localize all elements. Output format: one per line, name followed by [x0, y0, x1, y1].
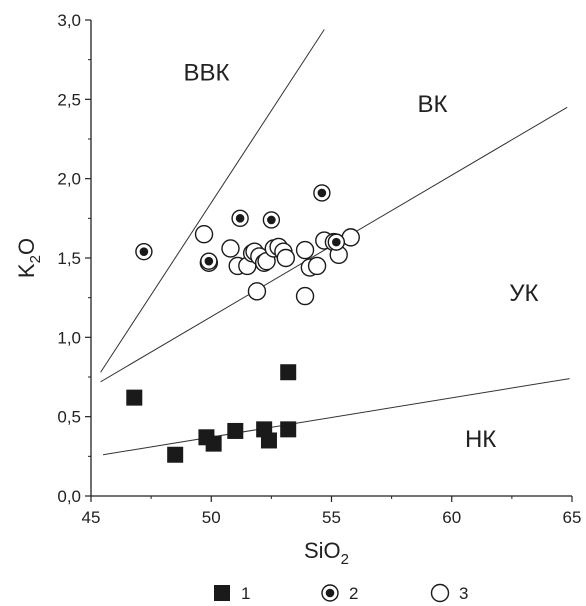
legend-label: 1 [241, 584, 250, 603]
data-point-series-1 [260, 432, 277, 449]
data-point-series-2 [135, 242, 153, 261]
x-tick-label: 65 [563, 508, 582, 527]
data-point-series-1 [280, 421, 297, 438]
data-point-series-3 [307, 256, 327, 276]
y-tick-label: 2,0 [57, 170, 81, 189]
data-point-series-1 [126, 389, 143, 406]
data-point-series-3 [247, 282, 267, 301]
square-marker [260, 432, 277, 449]
data-point-series-2 [200, 252, 218, 270]
square-marker [205, 435, 222, 452]
circle-dot [325, 588, 335, 598]
circle-marker [307, 256, 327, 276]
legend-label: 3 [459, 584, 468, 603]
ticks: 0,0 0,5 1,0 1,5 2,0 2,5 3,0 45 50 55 60 65 [57, 11, 581, 527]
x-tick-label: 55 [322, 508, 341, 527]
circle-marker [295, 240, 315, 260]
data-point-series-3 [194, 224, 214, 244]
data-point-series-2 [313, 184, 331, 202]
boundary-line [102, 378, 570, 456]
data-point-series-1 [167, 446, 184, 463]
data-point-series-3 [295, 240, 315, 260]
data-point-series-3 [221, 239, 240, 258]
y-tick-label: 3,0 [57, 11, 81, 30]
x-tick-label: 60 [442, 508, 461, 527]
circle-marker [430, 583, 450, 603]
data-point-series-1 [280, 364, 297, 381]
region-label: ВВК [183, 59, 229, 86]
circle-marker [247, 282, 267, 301]
region-label: НК [465, 426, 496, 453]
region-label: УК [509, 280, 538, 307]
circle-marker [276, 248, 296, 268]
data-point-series-3 [295, 286, 315, 306]
circle-dot [317, 188, 327, 198]
data-points [126, 184, 360, 463]
legend-label: 2 [349, 584, 358, 603]
x-tick-label: 50 [202, 508, 221, 527]
circle-dot [204, 256, 214, 266]
legend-marker-3 [430, 583, 450, 603]
x-axis-title: SiO2 [304, 538, 349, 568]
circle-marker [221, 239, 240, 258]
region-labels: ВВК ВК УК НК [183, 59, 538, 453]
circle-dot [139, 247, 149, 256]
circle-marker [295, 286, 315, 306]
y-tick-label: 0,5 [57, 408, 81, 427]
y-tick-label: 0,0 [57, 487, 81, 506]
y-tick-label: 2,5 [57, 90, 81, 109]
data-point-series-2 [327, 233, 346, 251]
data-point-series-1 [227, 422, 244, 439]
circle-dot [267, 215, 276, 225]
data-point-series-2 [262, 211, 281, 229]
circle-dot [332, 237, 341, 247]
square-marker [126, 389, 143, 406]
x-tick-label: 45 [82, 508, 101, 527]
region-label: ВК [418, 91, 448, 118]
square-marker [167, 446, 184, 463]
square-marker [280, 421, 297, 438]
y-tick-label: 1,0 [57, 328, 81, 347]
square-marker [227, 422, 244, 439]
y-axis-title: K2O [14, 238, 44, 278]
data-point-series-3 [276, 248, 296, 268]
legend-marker-2 [321, 584, 339, 602]
boundary-line [100, 29, 325, 373]
legend: 1 2 3 [214, 583, 468, 603]
legend-marker-1 [214, 585, 230, 601]
square-marker [280, 364, 297, 381]
data-point-series-1 [205, 435, 222, 452]
square-marker [214, 585, 230, 601]
y-tick-label: 1,5 [57, 249, 81, 268]
circle-marker [194, 224, 214, 244]
circle-dot [235, 214, 245, 223]
data-point-series-2 [231, 209, 249, 228]
